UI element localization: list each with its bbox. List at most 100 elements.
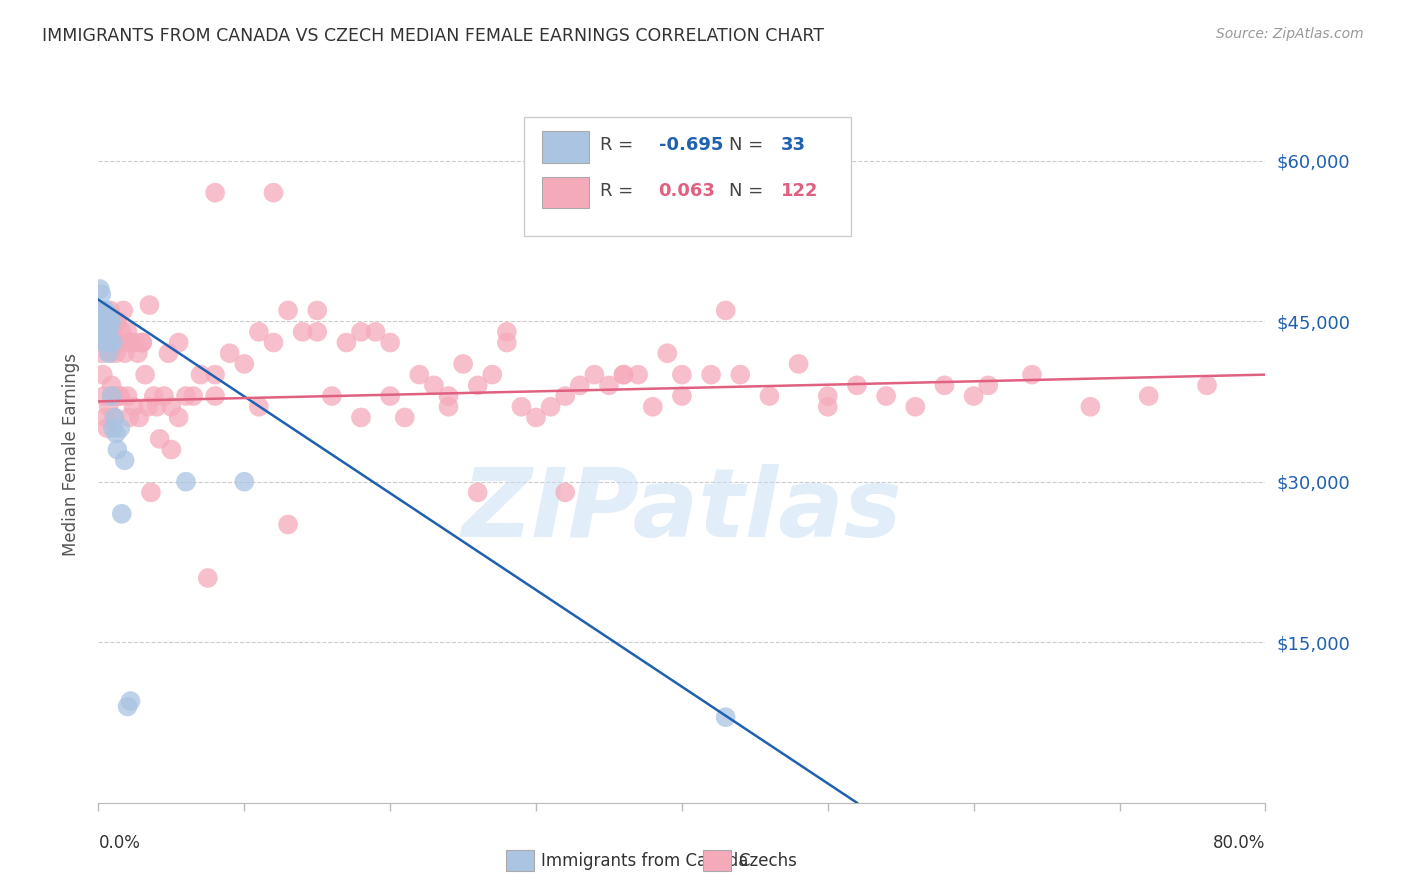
Bar (541, 131, 589, 162)
Point (96, 421, 118, 435)
Point (496, 325, 519, 339)
FancyBboxPatch shape (524, 118, 851, 235)
Y-axis label: Median Female Earnings: Median Female Earnings (62, 353, 80, 557)
Point (91, 325, 114, 339)
Point (247, 400, 270, 414)
Point (120, 335, 142, 350)
Point (437, 400, 460, 414)
Point (277, 517, 299, 532)
Point (90, 287, 112, 301)
Point (583, 368, 606, 382)
Point (190, 368, 212, 382)
Point (98, 346, 121, 360)
Point (714, 710, 737, 724)
Point (350, 325, 373, 339)
Point (93, 309, 115, 323)
Point (134, 368, 156, 382)
Point (181, 389, 204, 403)
Point (89, 282, 111, 296)
Point (1080, 400, 1102, 414)
Point (146, 400, 169, 414)
Text: Czechs: Czechs (738, 852, 797, 870)
Point (122, 400, 145, 414)
Point (394, 410, 416, 425)
Point (96, 330, 118, 344)
Text: -0.695: -0.695 (658, 136, 723, 154)
Point (540, 400, 562, 414)
Point (598, 378, 620, 392)
Text: 0.063: 0.063 (658, 182, 716, 200)
Point (157, 346, 180, 360)
Point (167, 335, 190, 350)
Point (233, 475, 256, 489)
Text: 122: 122 (782, 182, 818, 200)
Point (510, 400, 533, 414)
Point (93, 335, 115, 350)
Point (98, 319, 121, 334)
Point (218, 346, 240, 360)
Point (128, 410, 150, 425)
Point (101, 389, 124, 403)
Point (846, 378, 869, 392)
Point (641, 400, 664, 414)
Point (554, 389, 576, 403)
Text: Immigrants from Canada: Immigrants from Canada (541, 852, 748, 870)
Point (98, 303, 121, 318)
Point (94, 325, 117, 339)
Point (105, 314, 128, 328)
Text: ZIPatlas: ZIPatlas (461, 464, 903, 558)
Point (138, 298, 160, 312)
Point (108, 389, 131, 403)
Point (105, 442, 128, 457)
Point (114, 346, 136, 360)
Point (94, 303, 117, 318)
Point (104, 426, 127, 441)
Point (321, 389, 343, 403)
Bar (541, 177, 589, 208)
Point (1021, 368, 1043, 382)
Point (90, 303, 112, 318)
Point (97, 314, 120, 328)
Point (977, 378, 1000, 392)
Text: R =: R = (600, 136, 640, 154)
Point (481, 368, 503, 382)
Point (153, 389, 176, 403)
Point (112, 303, 135, 318)
Point (100, 314, 122, 328)
Point (101, 330, 124, 344)
Point (204, 186, 226, 200)
Point (104, 346, 127, 360)
Point (93, 389, 115, 403)
Point (1137, 389, 1160, 403)
Point (111, 507, 134, 521)
Point (758, 389, 780, 403)
Point (730, 368, 752, 382)
Point (787, 357, 810, 371)
Point (91, 314, 114, 328)
Point (117, 325, 139, 339)
Point (118, 410, 141, 425)
Point (568, 378, 591, 392)
Point (93, 335, 115, 350)
Point (111, 325, 134, 339)
Text: 33: 33 (782, 136, 806, 154)
Point (167, 410, 190, 425)
Text: R =: R = (600, 182, 640, 200)
Point (93, 325, 115, 339)
Point (96, 330, 118, 344)
Point (671, 389, 693, 403)
Point (657, 346, 679, 360)
Point (247, 325, 270, 339)
Point (90, 346, 112, 360)
Point (612, 368, 634, 382)
Point (101, 335, 124, 350)
Point (307, 325, 329, 339)
Point (136, 400, 159, 414)
Point (671, 368, 693, 382)
Point (904, 400, 927, 414)
Point (96, 309, 118, 323)
Point (335, 335, 357, 350)
Point (160, 400, 183, 414)
Point (103, 410, 125, 425)
Point (262, 335, 284, 350)
